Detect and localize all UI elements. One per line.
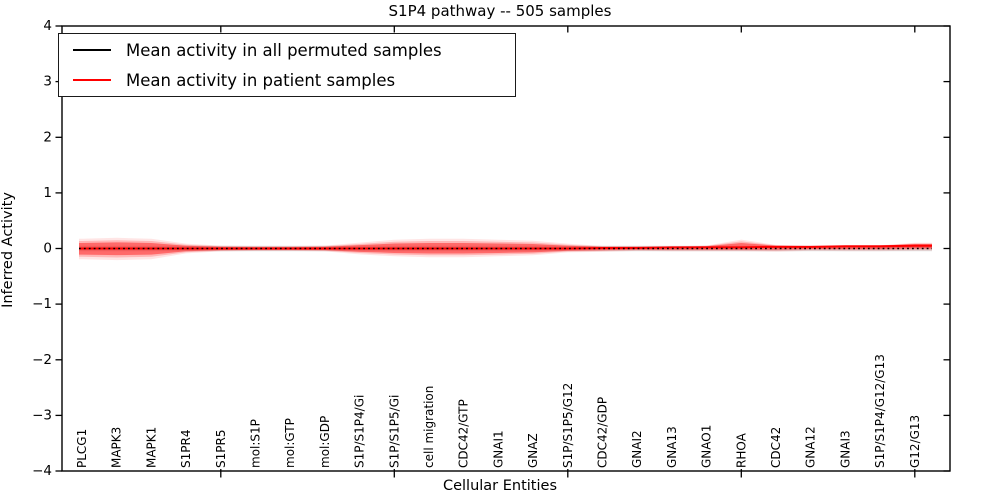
y-tick-label: −1 xyxy=(32,296,52,312)
y-axis-label: Inferred Activity xyxy=(0,192,16,308)
y-tick-label: −3 xyxy=(32,407,52,423)
x-category-label: S1P/S1P4/G12/G13 xyxy=(873,354,887,468)
x-category-label: S1P/S1P5/Gi xyxy=(387,395,401,468)
x-category-label: S1PR5 xyxy=(214,430,228,468)
x-category-label: CDC42/GTP xyxy=(457,399,471,468)
y-tick-label: 4 xyxy=(43,18,52,34)
x-category-label: CDC42 xyxy=(769,427,783,468)
x-category-label: GNAI3 xyxy=(838,430,852,468)
x-category-label: CDC42/GDP xyxy=(595,397,609,468)
y-tick-label: 0 xyxy=(43,241,52,257)
x-category-label: mol:GDP xyxy=(318,416,332,468)
x-category-label: GNAO1 xyxy=(700,425,714,468)
x-category-label: RHOA xyxy=(734,432,748,468)
x-category-label: mol:GTP xyxy=(283,418,297,468)
y-tick-label: −4 xyxy=(32,463,52,479)
chart-title: S1P4 pathway -- 505 samples xyxy=(388,2,612,20)
legend-label-permuted: Mean activity in all permuted samples xyxy=(126,40,442,60)
legend-label-patient: Mean activity in patient samples xyxy=(126,70,396,90)
x-category-label: G12/G13 xyxy=(908,415,922,468)
x-category-label: S1P/S1P4/Gi xyxy=(353,395,367,468)
x-category-label: MAPK3 xyxy=(110,427,124,468)
patient-line-swatch xyxy=(73,79,111,81)
x-category-label: GNAZ xyxy=(526,433,540,468)
legend-row-permuted: Mean activity in all permuted samples xyxy=(59,36,515,64)
x-category-label: GNAI2 xyxy=(630,430,644,468)
x-category-label: S1P/S1P5/G12 xyxy=(561,383,575,468)
x-category-label: GNAI1 xyxy=(491,430,505,468)
legend: Mean activity in all permuted samples Me… xyxy=(58,33,516,97)
x-category-label: GNA12 xyxy=(804,426,818,468)
x-category-label: MAPK1 xyxy=(144,427,158,468)
x-category-label: GNA13 xyxy=(665,426,679,468)
permuted-line-swatch xyxy=(73,49,111,51)
y-tick-label: 3 xyxy=(43,74,52,90)
legend-row-patient: Mean activity in patient samples xyxy=(59,66,515,94)
x-category-label: cell migration xyxy=(422,386,436,468)
x-category-label: PLCG1 xyxy=(75,429,89,468)
y-tick-label: 2 xyxy=(43,129,52,145)
y-tick-label: 1 xyxy=(43,185,52,201)
x-axis-label: Cellular Entities xyxy=(442,478,558,494)
x-category-label: S1PR4 xyxy=(179,430,193,468)
y-tick-label: −2 xyxy=(32,352,52,368)
x-category-label: mol:S1P xyxy=(248,419,262,468)
